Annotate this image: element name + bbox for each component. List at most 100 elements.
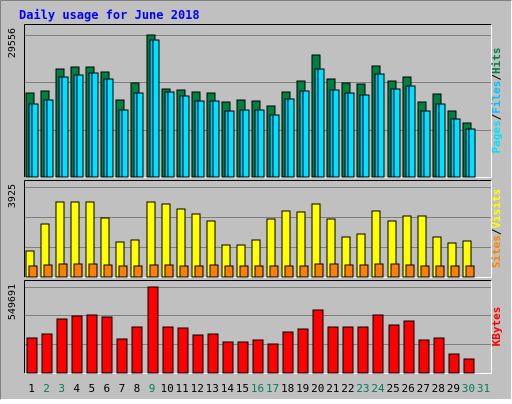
- bar: [403, 320, 415, 374]
- x-tick-label: 29: [447, 382, 460, 395]
- x-axis-labels: 1 2 3 4 5 6 7 8 9 10 11 12 13 14 15 16 17 18 19 20 21 22 23 24 2…: [28, 382, 490, 395]
- bar: [362, 94, 370, 178]
- bar: [342, 326, 354, 374]
- x-tick-label: 9: [149, 382, 156, 395]
- bar: [332, 89, 340, 178]
- bar: [302, 90, 310, 178]
- x-tick-label: 22: [341, 382, 354, 395]
- bar: [58, 263, 68, 278]
- bar: [133, 265, 143, 278]
- x-tick-label: 6: [104, 382, 111, 395]
- bar: [257, 109, 265, 178]
- bar: [136, 92, 144, 178]
- bar: [207, 333, 219, 374]
- bar: [372, 314, 384, 374]
- bar: [435, 265, 445, 278]
- x-tick-label: 4: [73, 382, 80, 395]
- bar: [327, 326, 339, 374]
- series-legend-label: KBytes: [490, 307, 503, 347]
- x-tick-label: 7: [119, 382, 126, 395]
- bar: [465, 265, 475, 278]
- bar: [347, 92, 355, 178]
- bar: [106, 78, 114, 178]
- bar: [91, 72, 99, 178]
- bar: [408, 85, 416, 178]
- bar: [284, 265, 294, 278]
- bar: [239, 265, 249, 278]
- bar: [390, 263, 400, 278]
- x-tick-label: 25: [386, 382, 399, 395]
- bar: [209, 264, 219, 278]
- bar: [329, 263, 339, 278]
- bar: [423, 110, 431, 178]
- x-tick-label: 27: [417, 382, 430, 395]
- label-separator: /: [490, 113, 503, 120]
- bar: [242, 109, 250, 178]
- bar: [162, 326, 174, 374]
- bar: [121, 109, 129, 178]
- x-tick-label: 13: [206, 382, 219, 395]
- bar: [192, 334, 204, 374]
- x-tick-label: 18: [281, 382, 294, 395]
- x-tick-label: 30: [462, 382, 475, 395]
- bar: [194, 265, 204, 278]
- label-separator: /: [490, 228, 503, 235]
- chart-title: Daily usage for June 2018: [19, 8, 200, 22]
- bar: [61, 76, 69, 178]
- bar: [344, 264, 354, 278]
- bar: [357, 326, 369, 374]
- x-tick-label: 28: [432, 382, 445, 395]
- bar: [463, 358, 475, 374]
- bar: [433, 337, 445, 374]
- bar: [312, 309, 324, 374]
- bar: [28, 265, 38, 278]
- bar: [179, 265, 189, 278]
- bar: [222, 341, 234, 374]
- bar: [147, 286, 159, 374]
- y-max-label: 3925: [7, 184, 18, 208]
- x-tick-label: 15: [236, 382, 249, 395]
- x-tick-label: 21: [326, 382, 339, 395]
- bar: [269, 265, 279, 278]
- bar: [227, 110, 235, 178]
- x-tick-label: 1: [28, 382, 35, 395]
- bar: [116, 338, 128, 374]
- x-tick-label: 31: [477, 382, 490, 395]
- bar: [359, 264, 369, 278]
- bar: [118, 265, 128, 278]
- bar: [287, 98, 295, 178]
- x-tick-label: 26: [402, 382, 415, 395]
- x-tick-label: 24: [371, 382, 385, 395]
- bar: [374, 263, 384, 278]
- bar: [71, 315, 83, 374]
- bar: [31, 103, 39, 178]
- bar: [76, 74, 84, 178]
- bar: [453, 118, 461, 178]
- bar: [237, 341, 249, 374]
- panel-visits-sites: 3925 Sites/Visits: [7, 180, 503, 278]
- x-tick-label: 2: [43, 382, 50, 395]
- bar: [393, 88, 401, 178]
- series-legend-label: Visits: [490, 189, 503, 229]
- x-tick-label: 12: [191, 382, 204, 395]
- chart-panels: 29556Pages/Files/Hits3925Sites/Visits549…: [7, 24, 503, 374]
- y-max-label: 549691: [7, 284, 18, 320]
- x-tick-label: 20: [311, 382, 324, 395]
- bar: [164, 264, 174, 278]
- panel-right-label: Sites/Visits: [490, 189, 503, 269]
- bar: [103, 264, 113, 278]
- series-legend-label: Sites: [490, 235, 503, 268]
- bar: [152, 39, 160, 178]
- bar: [101, 316, 113, 374]
- panel-right-label: KBytes: [490, 307, 503, 347]
- bar: [131, 326, 143, 374]
- bar: [182, 95, 190, 178]
- x-tick-label: 10: [160, 382, 173, 395]
- bar: [299, 265, 309, 278]
- bar: [88, 263, 98, 278]
- bar: [317, 68, 325, 178]
- bar: [405, 264, 415, 278]
- bar: [167, 91, 175, 178]
- bar: [418, 339, 430, 374]
